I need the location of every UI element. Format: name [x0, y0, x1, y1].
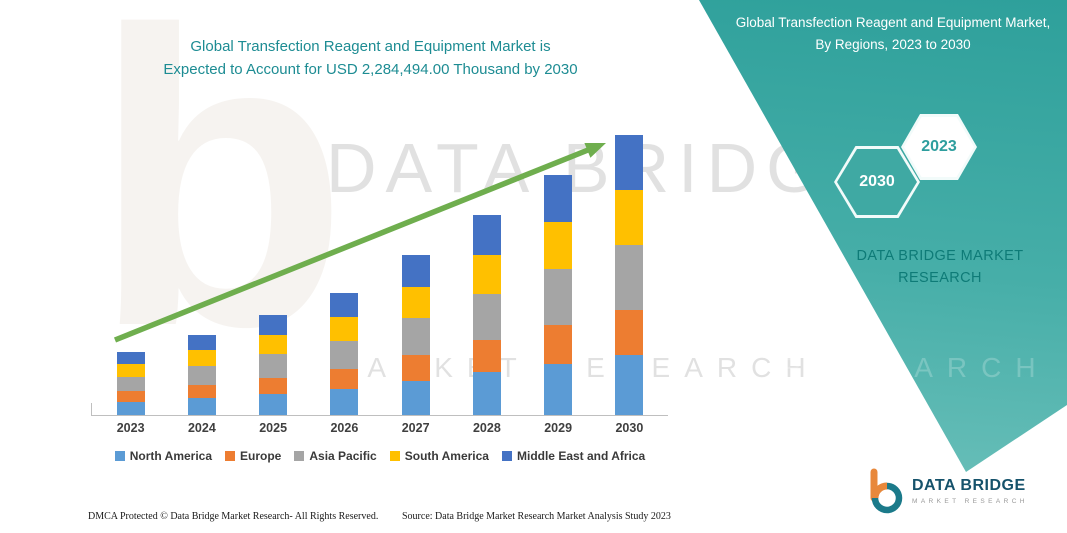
bar-2023-segment-middle-east-and-africa [116, 351, 145, 365]
bar-2024-segment-south-america [187, 350, 216, 367]
bar-2027 [401, 255, 430, 415]
legend-label: Middle East and Africa [516, 449, 646, 463]
hexagon-2023-fill [904, 117, 974, 177]
bar-2025-segment-middle-east-and-africa [259, 315, 288, 335]
x-label-2029: 2029 [544, 421, 573, 435]
legend-swatch-icon [114, 451, 125, 461]
hexagon-2030-label: 2030 [859, 173, 895, 190]
legend-swatch-icon [501, 451, 512, 461]
legend-label: Asia Pacific [309, 449, 377, 463]
source-notice: Source: Data Bridge Market Research Mark… [402, 511, 671, 522]
legend-item-south-america: South America [389, 449, 489, 463]
x-axis-line [91, 415, 668, 416]
bar-2026-segment-north-america [330, 388, 359, 415]
right-panel-title: Global Transfection Reagent and Equipmen… [735, 15, 1051, 53]
bar-2029-segment-south-america [544, 222, 573, 270]
x-label-2024: 2024 [187, 421, 216, 435]
hexagon-badge-2023: 2023 [901, 114, 977, 180]
bar-2028-segment-europe [472, 340, 501, 373]
bar-2026-segment-middle-east-and-africa [330, 293, 359, 318]
chart-title-line1: Global Transfection Reagent and Equipmen… [190, 38, 551, 55]
bar-2030-segment-asia-pacific [615, 245, 644, 310]
bar-2024 [187, 334, 216, 415]
bar-2027-segment-europe [401, 355, 430, 381]
legend-item-middle-east-and-africa: Middle East and Africa [501, 449, 646, 463]
chart-title: Global Transfection Reagent and Equipmen… [108, 36, 633, 81]
bar-2024-segment-europe [187, 385, 216, 398]
x-label-2025: 2025 [259, 421, 288, 435]
bar-chart-plot-area [95, 120, 665, 415]
bar-2029-segment-middle-east-and-africa [544, 174, 573, 223]
bar-2027-segment-asia-pacific [401, 317, 430, 356]
logo-wordmark: DATA BRIDGE [912, 477, 1026, 494]
data-bridge-logo: DATA BRIDGE MARKET RESEARCH [866, 468, 1028, 514]
bar-2024-segment-north-america [187, 397, 216, 415]
legend-item-north-america: North America [114, 449, 213, 463]
x-label-2023: 2023 [116, 421, 145, 435]
bar-2030-segment-north-america [615, 355, 644, 415]
bar-2027-segment-north-america [401, 380, 430, 415]
x-label-2028: 2028 [472, 421, 501, 435]
bar-2026 [330, 293, 359, 415]
bar-2030-segment-middle-east-and-africa [615, 135, 644, 191]
legend-item-europe: Europe [225, 449, 281, 463]
bar-2029-segment-asia-pacific [544, 269, 573, 325]
x-label-2027: 2027 [401, 421, 430, 435]
bar-2028 [472, 215, 501, 415]
dmca-notice: DMCA Protected © Data Bridge Market Rese… [88, 511, 379, 522]
legend-swatch-icon [389, 451, 400, 461]
bar-2030-segment-south-america [615, 190, 644, 246]
hexagon-2023-label: 2023 [921, 138, 957, 155]
bar-2028-segment-north-america [472, 372, 501, 415]
legend-label: Europe [240, 449, 282, 463]
watermark-research-on-band: RESEARCH [782, 352, 1050, 383]
legend-item-asia-pacific: Asia Pacific [294, 449, 377, 463]
bar-2023 [116, 351, 145, 415]
bar-2023-segment-europe [116, 391, 145, 402]
data-bridge-logo-icon [870, 468, 903, 514]
x-label-2030: 2030 [615, 421, 644, 435]
bar-2025 [259, 315, 288, 415]
legend-label: North America [129, 449, 213, 463]
bar-2023-segment-asia-pacific [116, 376, 145, 392]
legend-label: South America [404, 449, 489, 463]
bar-2030-segment-europe [615, 309, 644, 356]
y-axis-stub [91, 403, 92, 415]
bar-2029-segment-europe [544, 324, 573, 364]
bar-2026-segment-asia-pacific [330, 341, 359, 370]
bar-2029 [544, 174, 573, 415]
bar-2024-segment-middle-east-and-africa [187, 334, 216, 351]
bar-2025-segment-europe [259, 377, 288, 394]
bar-2023-segment-south-america [116, 364, 145, 377]
bar-2030 [615, 135, 644, 415]
chart-title-line2: Expected to Account for USD 2,284,494.00… [163, 60, 578, 78]
bar-2027-segment-south-america [401, 286, 430, 318]
logo-tagline: MARKET RESEARCH [912, 498, 1028, 505]
chart-legend: North America Europe Asia Pacific South Ame… [80, 449, 680, 463]
bar-2027-segment-middle-east-and-africa [401, 255, 430, 287]
bar-2026-segment-europe [330, 369, 359, 389]
bar-2025-segment-south-america [259, 334, 288, 355]
brand-text: DATA BRIDGE MARKET RESEARCH [856, 248, 1024, 286]
bar-2025-segment-asia-pacific [259, 354, 288, 378]
bar-2023-segment-north-america [116, 401, 145, 415]
legend-swatch-icon [225, 451, 236, 461]
bar-2026-segment-south-america [330, 317, 359, 342]
bar-2029-segment-north-america [544, 363, 573, 415]
bar-2024-segment-asia-pacific [187, 366, 216, 385]
bar-2028-segment-asia-pacific [472, 293, 501, 341]
legend-swatch-icon [294, 451, 305, 461]
x-label-2026: 2026 [330, 421, 359, 435]
x-axis-labels: 2023 2024 2025 2026 2027 2028 2029 2030 [95, 421, 665, 439]
bar-2028-segment-south-america [472, 254, 501, 294]
bar-2025-segment-north-america [259, 393, 288, 415]
bar-2028-segment-middle-east-and-africa [472, 215, 501, 255]
